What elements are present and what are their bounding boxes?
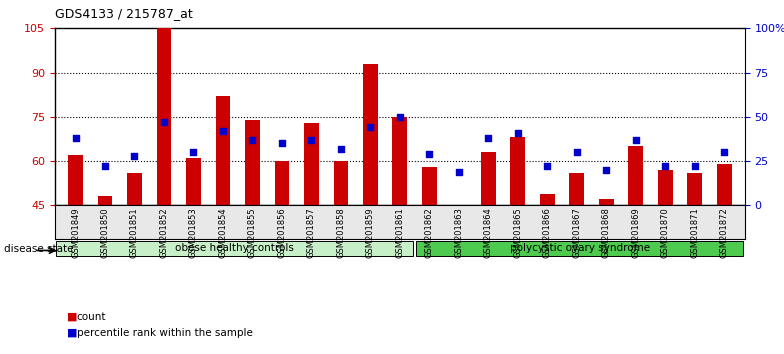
Point — [187, 149, 200, 155]
Bar — [363, 64, 378, 205]
Bar — [68, 155, 83, 205]
Text: GSM201855: GSM201855 — [248, 207, 257, 258]
Bar — [157, 28, 172, 205]
Text: GSM201854: GSM201854 — [219, 207, 227, 258]
Bar — [540, 194, 554, 205]
Text: GSM201870: GSM201870 — [661, 207, 670, 258]
Point — [99, 164, 111, 169]
Bar — [127, 173, 142, 205]
Point — [600, 167, 612, 173]
Text: GSM201851: GSM201851 — [130, 207, 139, 258]
Point — [482, 135, 495, 141]
Text: GSM201863: GSM201863 — [454, 207, 463, 258]
Text: ■: ■ — [67, 328, 77, 338]
Point — [246, 137, 259, 143]
Text: GSM201849: GSM201849 — [71, 207, 80, 258]
Point — [276, 141, 289, 146]
Text: GSM201859: GSM201859 — [366, 207, 375, 258]
FancyBboxPatch shape — [416, 240, 743, 256]
Point — [511, 130, 524, 136]
Text: GSM201861: GSM201861 — [395, 207, 405, 258]
Point — [571, 149, 583, 155]
Text: polycystic ovary syndrome: polycystic ovary syndrome — [510, 243, 650, 253]
Text: GSM201868: GSM201868 — [602, 207, 611, 258]
Point — [158, 119, 170, 125]
Point — [659, 164, 671, 169]
Bar — [717, 164, 731, 205]
Bar — [186, 158, 201, 205]
Point — [216, 128, 229, 134]
Point — [688, 164, 701, 169]
Text: GSM201867: GSM201867 — [572, 207, 581, 258]
Text: GSM201871: GSM201871 — [690, 207, 699, 258]
Text: GSM201852: GSM201852 — [159, 207, 169, 258]
Point — [718, 149, 731, 155]
Bar — [510, 137, 525, 205]
Point — [452, 169, 465, 175]
Text: obese healthy controls: obese healthy controls — [176, 243, 294, 253]
Point — [364, 125, 376, 130]
Text: GSM201869: GSM201869 — [631, 207, 641, 258]
Point — [541, 164, 554, 169]
Bar — [658, 170, 673, 205]
Text: disease state: disease state — [4, 244, 74, 253]
Bar — [98, 196, 112, 205]
Point — [423, 151, 436, 157]
Bar — [599, 199, 614, 205]
Bar — [481, 152, 495, 205]
Text: GSM201853: GSM201853 — [189, 207, 198, 258]
Bar — [628, 146, 643, 205]
Text: ■: ■ — [67, 312, 77, 322]
Bar — [216, 96, 230, 205]
Text: GSM201864: GSM201864 — [484, 207, 493, 258]
Point — [630, 137, 642, 143]
Point — [335, 146, 347, 152]
Text: GSM201857: GSM201857 — [307, 207, 316, 258]
Bar — [304, 123, 319, 205]
Text: count: count — [77, 312, 107, 322]
Point — [305, 137, 318, 143]
Bar — [569, 173, 584, 205]
Text: GDS4133 / 215787_at: GDS4133 / 215787_at — [55, 7, 193, 20]
FancyBboxPatch shape — [56, 240, 413, 256]
Text: GSM201856: GSM201856 — [278, 207, 286, 258]
Text: GSM201865: GSM201865 — [514, 207, 522, 258]
Text: GSM201872: GSM201872 — [720, 207, 728, 258]
Bar — [393, 117, 407, 205]
Text: GSM201858: GSM201858 — [336, 207, 346, 258]
Text: GSM201866: GSM201866 — [543, 207, 552, 258]
Text: GSM201862: GSM201862 — [425, 207, 434, 258]
Bar — [245, 120, 260, 205]
Text: GSM201850: GSM201850 — [100, 207, 110, 258]
Bar — [422, 167, 437, 205]
Bar — [333, 161, 348, 205]
Bar — [274, 161, 289, 205]
Point — [129, 153, 141, 159]
Bar — [688, 173, 702, 205]
Point — [394, 114, 406, 120]
Text: percentile rank within the sample: percentile rank within the sample — [77, 328, 252, 338]
Point — [69, 135, 82, 141]
